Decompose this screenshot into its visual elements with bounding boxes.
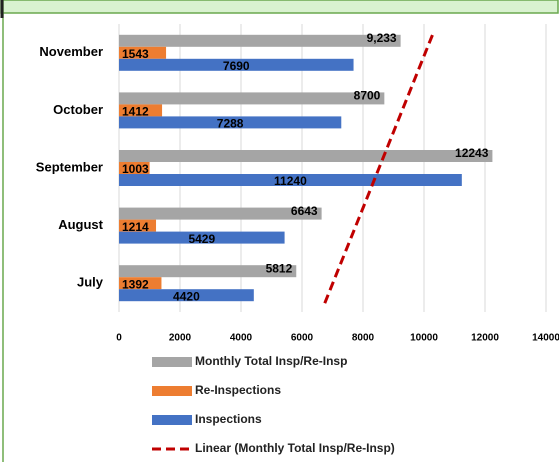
legend-label: Inspections (195, 412, 262, 426)
legend-swatch (152, 357, 192, 367)
legend-swatch (152, 415, 192, 425)
x-tick-label: 0 (116, 333, 122, 344)
y-tick-label: October (53, 102, 103, 117)
data-label: 1543 (122, 47, 149, 61)
x-tick-label: 14000 (532, 333, 559, 344)
data-label: 11240 (274, 174, 307, 188)
data-label: 8700 (354, 89, 381, 103)
bar (119, 231, 285, 244)
legend-label: Re-Inspections (195, 383, 281, 397)
bar (119, 219, 157, 232)
y-tick-label: September (36, 159, 103, 174)
legend-label: Monthly Total Insp/Re-Insp (195, 354, 347, 368)
legend-swatch (152, 386, 192, 396)
bar (119, 265, 297, 278)
data-label: 1003 (122, 162, 149, 176)
x-tick-label: 12000 (471, 333, 499, 344)
data-label: 1412 (122, 105, 149, 119)
bar (119, 289, 254, 302)
y-tick-label: July (77, 275, 104, 290)
bar (119, 162, 150, 174)
bar (119, 207, 322, 220)
x-tick-label: 10000 (410, 333, 438, 344)
bar (119, 174, 462, 186)
top-strip (0, 0, 559, 14)
data-label: 1214 (122, 220, 149, 234)
bar (119, 92, 385, 105)
x-tick-label: 4000 (230, 333, 253, 344)
data-label: 9,233 (367, 31, 397, 45)
x-tick-label: 2000 (169, 333, 192, 344)
data-label: 7288 (217, 117, 244, 131)
data-label: 5429 (188, 232, 215, 246)
trendline (323, 32, 435, 304)
x-tick-label: 8000 (352, 333, 375, 344)
data-label: 7690 (223, 59, 250, 73)
y-tick-label: November (39, 44, 103, 59)
data-label: 12243 (455, 146, 489, 160)
legend-label: Linear (Monthly Total Insp/Re-Insp) (195, 441, 395, 455)
data-label: 6643 (291, 204, 318, 218)
data-label: 4420 (173, 289, 200, 303)
data-label: 1392 (122, 277, 149, 291)
bar (119, 277, 162, 290)
bar (119, 46, 167, 59)
y-tick-label: August (58, 217, 103, 232)
data-label: 5812 (266, 261, 293, 275)
bar (119, 58, 354, 71)
bar (119, 116, 342, 129)
x-tick-label: 6000 (291, 333, 314, 344)
bar (119, 34, 401, 47)
bar (119, 104, 163, 117)
bar (119, 150, 493, 162)
